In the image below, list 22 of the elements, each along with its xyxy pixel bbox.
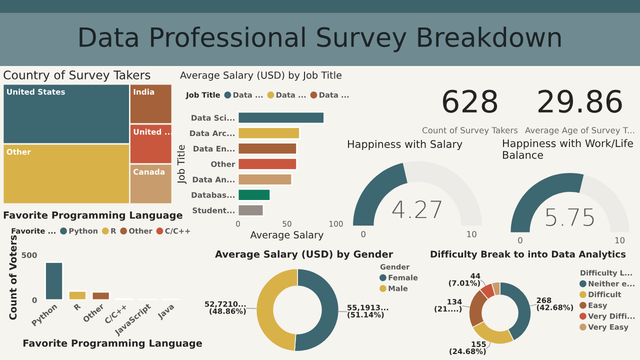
y-axis-title: Job Title xyxy=(177,145,186,184)
text: Average Age of Survey T... xyxy=(525,126,634,135)
y-axis-title: Count of Voters xyxy=(9,235,17,320)
text: 0 xyxy=(518,237,522,244)
text: Data Professional Survey Breakdown xyxy=(80,26,561,52)
x-axis-title: Favorite Programming Language xyxy=(23,339,202,349)
x-axis-title: Average Salary xyxy=(250,230,324,240)
text: 10 xyxy=(467,230,476,238)
chart-title: Favorite Programming Language xyxy=(4,211,182,221)
text: 29.86 xyxy=(538,90,622,113)
chart-title: Happiness with Work/Life Balance xyxy=(503,139,634,159)
data-label: 4.27 xyxy=(392,200,442,218)
chart-title: Average Salary (USD) by Job Title xyxy=(180,71,342,81)
text: Count of Survey Takers xyxy=(422,126,518,135)
text: Country of Survey Takers xyxy=(4,70,150,82)
chart-title: Difficulty Break to into Data Analytics xyxy=(430,250,626,260)
chart-title: Average Salary (USD) by Gender xyxy=(215,250,394,260)
text: 0 xyxy=(361,230,366,238)
chart-title: Happiness with Salary xyxy=(348,140,462,150)
data-label: 5.75 xyxy=(546,208,594,226)
text: 628 xyxy=(442,90,498,113)
text: 10 xyxy=(615,237,625,244)
